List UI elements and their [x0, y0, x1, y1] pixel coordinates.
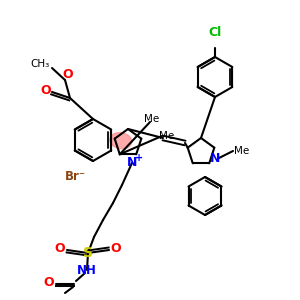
Text: O: O [44, 277, 54, 290]
Text: N: N [127, 157, 137, 169]
Text: O: O [41, 85, 51, 98]
Text: Me: Me [234, 146, 250, 156]
Text: S: S [83, 246, 93, 260]
Text: Cl: Cl [208, 26, 222, 38]
Text: O: O [111, 242, 121, 256]
Text: O: O [55, 242, 65, 256]
Text: CH₃: CH₃ [31, 59, 50, 69]
Text: Me: Me [144, 114, 160, 124]
Text: O: O [63, 68, 73, 80]
Text: +: + [135, 153, 143, 163]
Text: Me: Me [159, 131, 175, 141]
Text: NH: NH [77, 263, 97, 277]
Text: Br⁻: Br⁻ [64, 170, 86, 184]
Ellipse shape [110, 133, 132, 149]
Text: N: N [210, 152, 220, 164]
